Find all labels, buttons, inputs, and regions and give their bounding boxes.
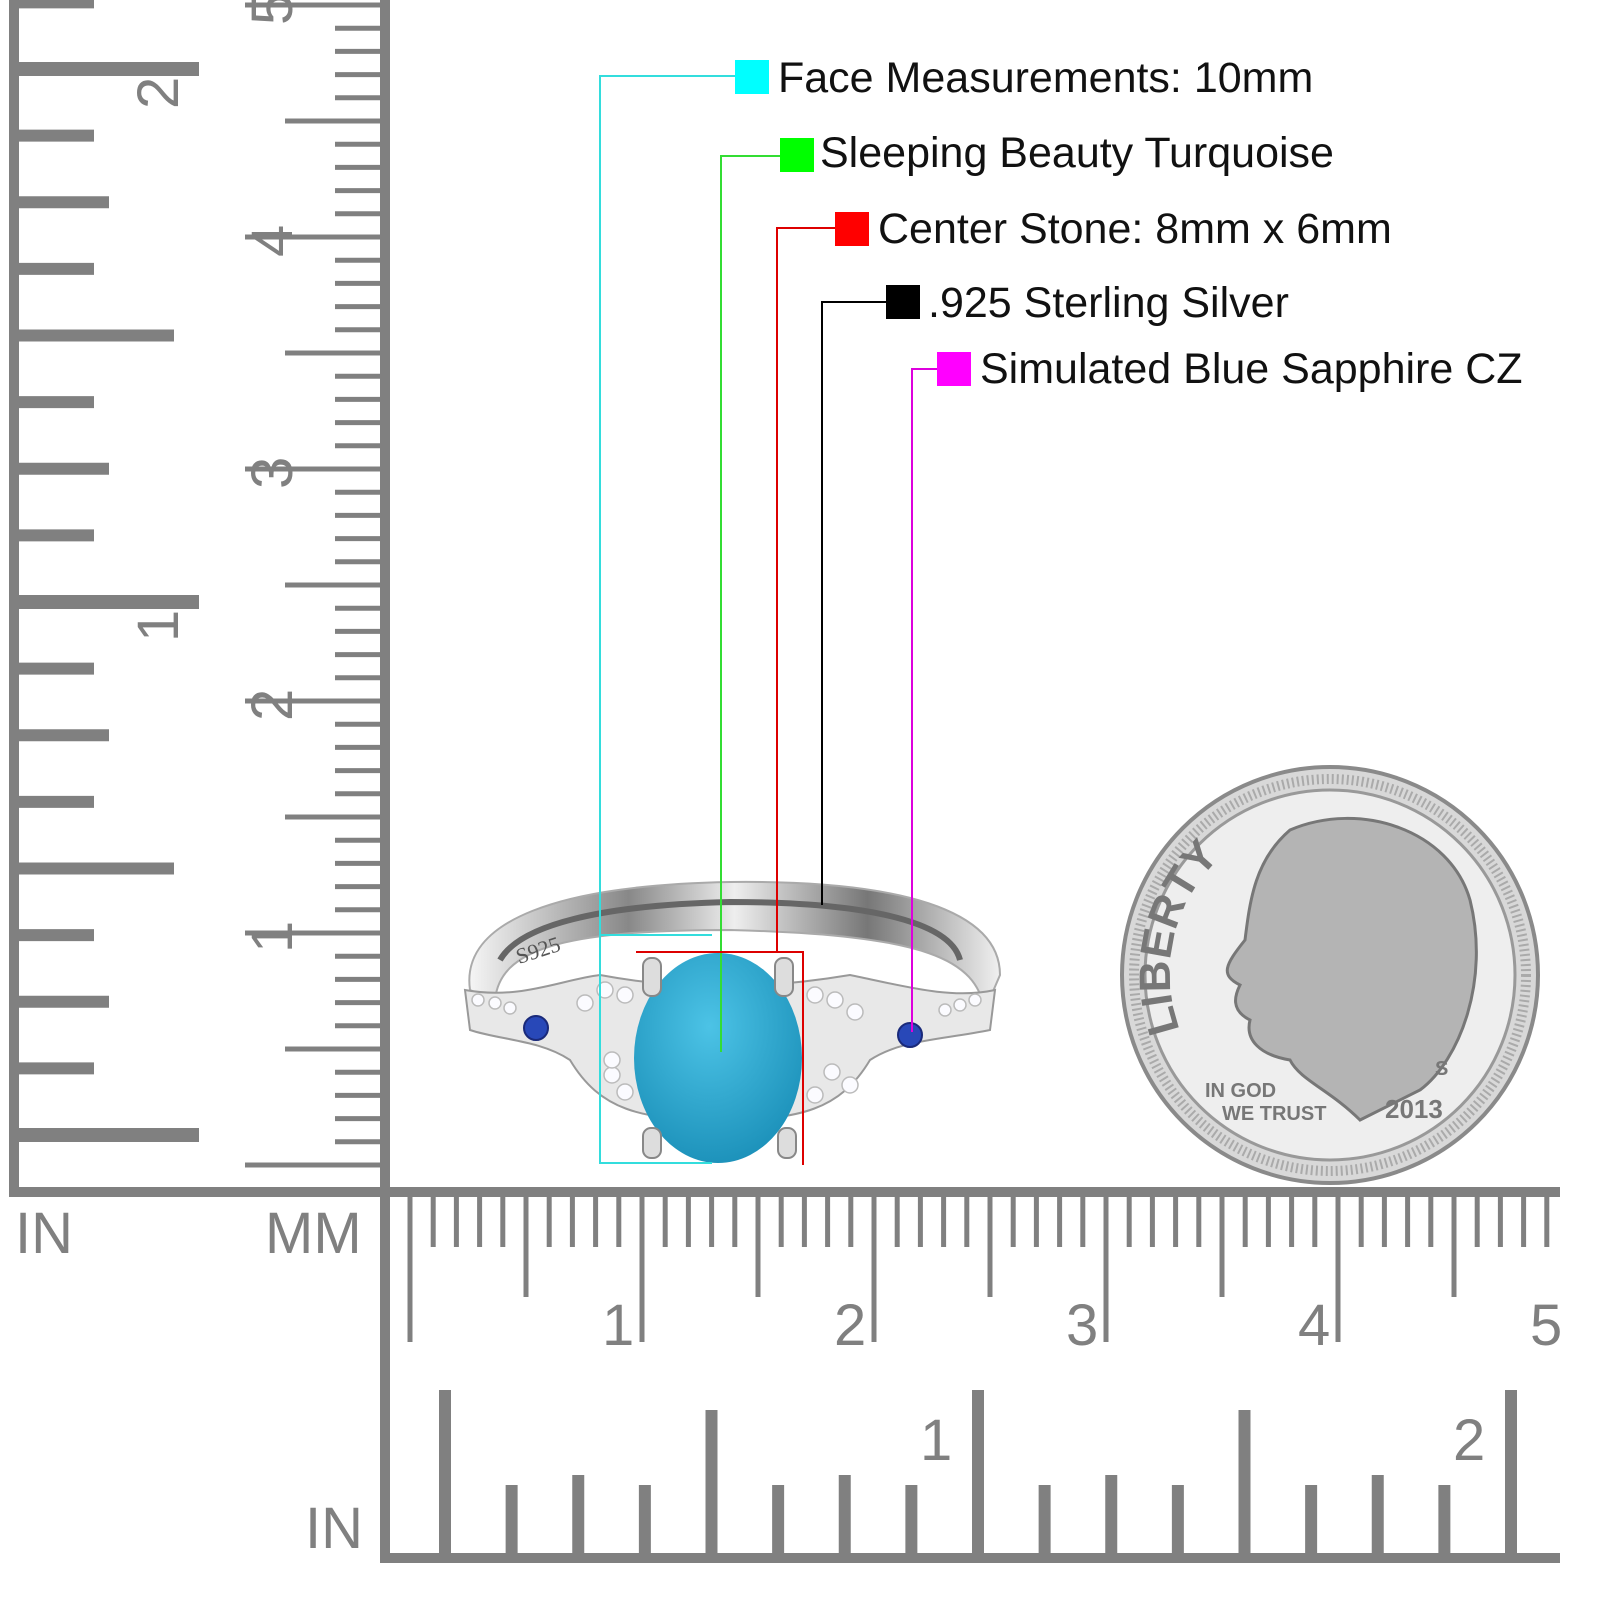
inch-label-bottom: 2 bbox=[1453, 1408, 1485, 1473]
callout-stone-type: Sleeping Beauty Turquoise bbox=[820, 129, 1334, 177]
sapphire-left bbox=[523, 1015, 549, 1041]
callout-metal: .925 Sterling Silver bbox=[928, 279, 1289, 327]
callout-leader-line bbox=[599, 75, 735, 1164]
callout-leader-line bbox=[720, 155, 780, 1052]
callout-leader-line bbox=[821, 301, 886, 905]
sapphire-right bbox=[897, 1022, 923, 1048]
callout-color-swatch bbox=[735, 60, 769, 94]
callout-face-measurements: Face Measurements: 10mm bbox=[778, 54, 1314, 102]
portrait bbox=[1225, 816, 1478, 1122]
cm-label-left: 4 bbox=[240, 225, 305, 257]
inch-label-left: 1 bbox=[126, 610, 191, 642]
cm-label-bottom: 2 bbox=[834, 1293, 866, 1358]
cm-label-bottom: 1 bbox=[602, 1293, 634, 1358]
ring: S925 bbox=[463, 880, 1002, 1163]
cm-label-bottom: 3 bbox=[1066, 1293, 1098, 1358]
inch-label-left: 2 bbox=[126, 77, 191, 109]
callout-color-swatch bbox=[886, 285, 920, 319]
inch-label-bottom: 1 bbox=[920, 1408, 952, 1473]
coin-year: 2013 bbox=[1385, 1094, 1443, 1124]
cm-label-left: 1 bbox=[240, 921, 305, 953]
dime-coin: LIBERTY IN GOD WE TRUST 2013 S bbox=[1120, 765, 1540, 1185]
coin-motto-2: WE TRUST bbox=[1222, 1103, 1326, 1125]
coin-mint: S bbox=[1435, 1058, 1448, 1080]
callout-center-stone: Center Stone: 8mm x 6mm bbox=[878, 205, 1392, 253]
callout-color-swatch bbox=[937, 352, 971, 386]
cm-label-bottom: 5 bbox=[1530, 1293, 1562, 1358]
callout-leader-line bbox=[911, 368, 937, 1032]
coin-motto-1: IN GOD bbox=[1205, 1080, 1276, 1102]
callout-leader-line bbox=[636, 227, 835, 1165]
callout-accent-stones: Simulated Blue Sapphire CZ bbox=[980, 345, 1523, 393]
cm-label-bottom: 4 bbox=[1298, 1293, 1330, 1358]
callout-color-swatch bbox=[835, 212, 869, 246]
callout-color-swatch bbox=[780, 138, 814, 172]
left-ruler-unit: IN bbox=[15, 1201, 73, 1266]
corner-ruler-unit: MM bbox=[265, 1201, 362, 1266]
cm-label-left: 5 bbox=[240, 0, 305, 25]
cm-label-left: 2 bbox=[240, 689, 305, 721]
cm-label-left: 3 bbox=[240, 457, 305, 489]
bottom-ruler-unit: IN bbox=[305, 1496, 363, 1561]
callout-lines bbox=[599, 60, 971, 1165]
turquoise-stone bbox=[634, 953, 802, 1163]
